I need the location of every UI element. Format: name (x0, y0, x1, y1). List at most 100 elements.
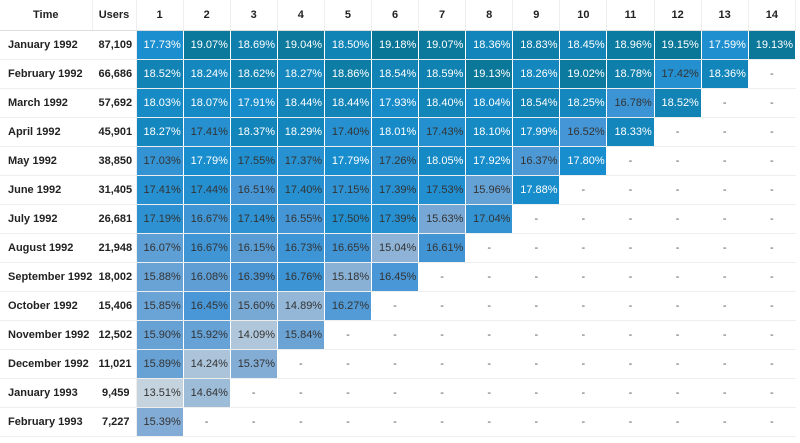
cohort-users: 11,021 (92, 349, 137, 379)
column-header: 9 (512, 0, 561, 31)
empty-cell: - (465, 233, 514, 263)
empty-cell: - (748, 320, 797, 350)
retention-cell: 19.04% (277, 30, 325, 60)
retention-cell: 15.04% (371, 233, 420, 263)
column-header: 14 (748, 0, 797, 31)
retention-cell: 17.73% (136, 30, 184, 60)
retention-cell: 16.51% (230, 175, 278, 205)
empty-cell: - (748, 291, 797, 321)
column-header: 2 (183, 0, 231, 31)
retention-cell: 18.50% (324, 30, 372, 60)
empty-cell: - (654, 378, 702, 408)
column-header: 1 (136, 0, 184, 31)
retention-cell: 16.78% (606, 88, 655, 118)
retention-cell: 18.27% (277, 59, 325, 89)
column-header: 11 (606, 0, 655, 31)
cohort-row: December 1992 11,021 15.89% 14.24% 15.37% - - -… (0, 349, 797, 379)
retention-cell: 16.52% (559, 117, 608, 147)
retention-cell: 18.78% (606, 59, 655, 89)
retention-cell: 17.15% (324, 175, 372, 205)
empty-cell: - (654, 233, 702, 263)
column-header: 7 (418, 0, 467, 31)
retention-cell: 18.54% (371, 59, 420, 89)
retention-cell: 18.96% (606, 30, 655, 60)
cohort-row: May 1992 38,850 17.03% 17.79% 17.55% 17.37% 17… (0, 146, 797, 176)
retention-cell: 16.45% (183, 291, 231, 321)
retention-cell: 18.59% (418, 59, 467, 89)
empty-cell: - (701, 349, 749, 379)
cohort-row: February 1993 7,227 15.39% - - - - - - - - - - - - - (0, 407, 797, 437)
empty-cell: - (559, 407, 608, 437)
retention-cell: 15.96% (465, 175, 514, 205)
retention-cell: 15.92% (183, 320, 231, 350)
empty-cell: - (418, 378, 467, 408)
empty-cell: - (559, 349, 608, 379)
empty-cell: - (654, 407, 702, 437)
empty-cell: - (371, 320, 420, 350)
retention-cell: 17.55% (230, 146, 278, 176)
retention-cell: 18.36% (701, 59, 749, 89)
cohort-row: July 1992 26,681 17.19% 16.67% 17.14% 16.55% 1… (0, 204, 797, 234)
empty-cell: - (230, 378, 278, 408)
cohort-users: 26,681 (92, 204, 137, 234)
retention-cell: 15.39% (136, 407, 184, 437)
retention-cell: 18.24% (183, 59, 231, 89)
retention-cell: 13.51% (136, 378, 184, 408)
retention-cell: 17.03% (136, 146, 184, 176)
empty-cell: - (418, 262, 467, 292)
retention-cell: 16.08% (183, 262, 231, 292)
cohort-users: 21,948 (92, 233, 137, 263)
column-header: Users (92, 0, 137, 31)
retention-cell: 19.13% (748, 30, 797, 60)
retention-cell: 15.90% (136, 320, 184, 350)
empty-cell: - (654, 204, 702, 234)
retention-cell: 18.03% (136, 88, 184, 118)
retention-cell: 17.40% (277, 175, 325, 205)
empty-cell: - (371, 407, 420, 437)
cohort-users: 66,686 (92, 59, 137, 89)
empty-cell: - (183, 407, 231, 437)
retention-cell: 17.93% (371, 88, 420, 118)
empty-cell: - (748, 175, 797, 205)
empty-cell: - (465, 378, 514, 408)
cohort-users: 12,502 (92, 320, 137, 350)
empty-cell: - (418, 407, 467, 437)
retention-cell: 17.39% (371, 204, 420, 234)
empty-cell: - (324, 378, 372, 408)
retention-cell: 15.63% (418, 204, 467, 234)
retention-cell: 19.18% (371, 30, 420, 60)
retention-cell: 16.65% (324, 233, 372, 263)
empty-cell: - (748, 117, 797, 147)
empty-cell: - (701, 88, 749, 118)
empty-cell: - (606, 233, 655, 263)
cohort-date: January 1993 (0, 378, 93, 408)
retention-cell: 18.07% (183, 88, 231, 118)
retention-cell: 16.07% (136, 233, 184, 263)
retention-cell: 18.62% (230, 59, 278, 89)
retention-cell: 16.76% (277, 262, 325, 292)
cohort-row: March 1992 57,692 18.03% 18.07% 17.91% 18.44%… (0, 88, 797, 118)
empty-cell: - (512, 233, 561, 263)
retention-cell: 16.27% (324, 291, 372, 321)
retention-cell: 16.61% (418, 233, 467, 263)
empty-cell: - (418, 320, 467, 350)
cohort-row: January 1992 87,109 17.73% 19.07% 18.69% 19.0… (0, 30, 797, 60)
empty-cell: - (701, 175, 749, 205)
retention-cell: 19.02% (559, 59, 608, 89)
empty-cell: - (654, 146, 702, 176)
empty-cell: - (654, 262, 702, 292)
retention-cell: 17.41% (136, 175, 184, 205)
empty-cell: - (277, 407, 325, 437)
cohort-users: 7,227 (92, 407, 137, 437)
retention-cell: 17.37% (277, 146, 325, 176)
cohort-row: April 1992 45,901 18.27% 17.41% 18.37% 18.29%… (0, 117, 797, 147)
retention-cell: 18.86% (324, 59, 372, 89)
cohort-date: September 1992 (0, 262, 93, 292)
empty-cell: - (324, 349, 372, 379)
retention-cell: 17.53% (418, 175, 467, 205)
cohort-users: 45,901 (92, 117, 137, 147)
cohort-users: 9,459 (92, 378, 137, 408)
retention-cell: 14.64% (183, 378, 231, 408)
retention-cell: 17.92% (465, 146, 514, 176)
